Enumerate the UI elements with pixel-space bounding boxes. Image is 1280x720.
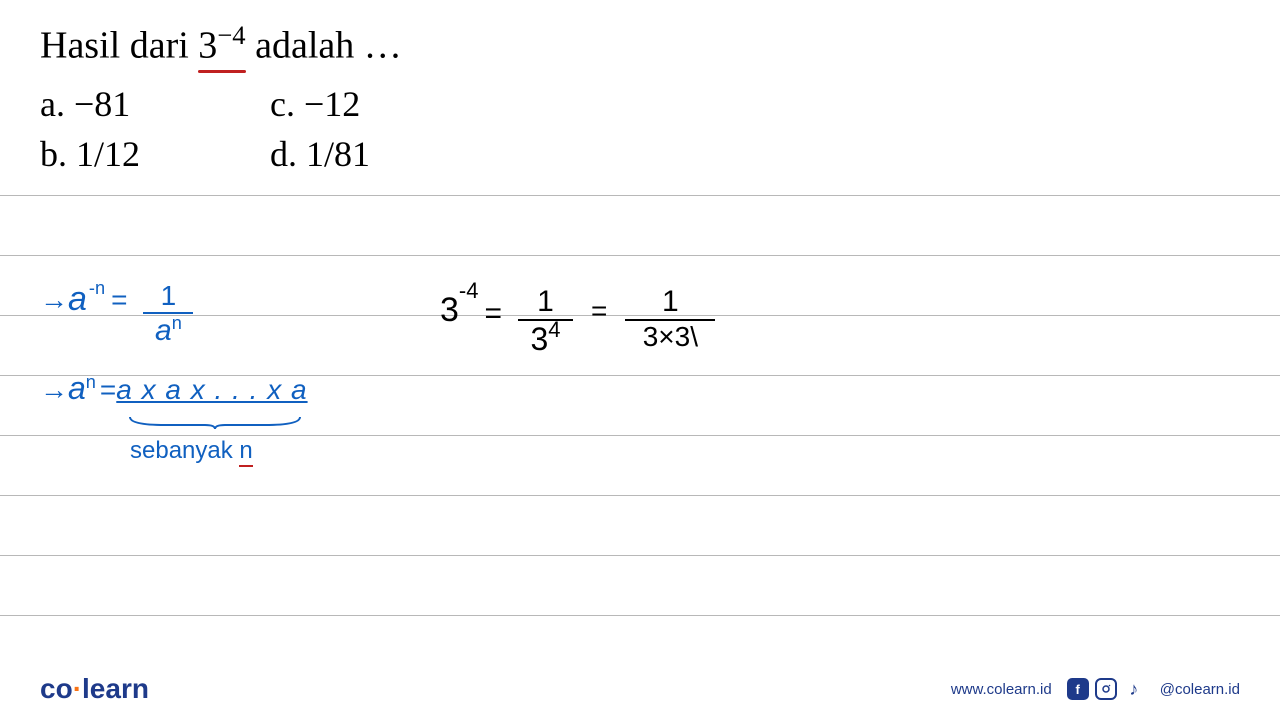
tiktok-icon[interactable]: ♪ [1123,678,1145,700]
paper-line [0,255,1280,256]
f1-base: a [68,280,87,319]
f2-eq1: = [484,297,502,331]
question-exp: −4 [217,20,245,50]
website-link[interactable]: www.colearn.id [951,681,1052,698]
logo-dot-icon: · [73,673,82,704]
f3-base: a [68,370,86,407]
f2-eq2: = [591,295,607,327]
social-handle[interactable]: @colearn.id [1160,681,1240,698]
answers-grid: a. −81 b. 1/12 c. −12 d. 1/81 [40,83,1240,175]
f1-equals: = [111,284,127,316]
question-suffix: adalah … [246,25,402,67]
answer-a: a. −81 [40,83,140,125]
sebanyak-n: n [239,437,252,465]
social-icons: f ♪ [1067,678,1145,700]
arrow-icon: → [40,374,68,406]
instagram-icon[interactable] [1095,678,1117,700]
question-expression: 3−4 [198,20,245,68]
f2-exp: -4 [459,278,479,304]
logo-learn: learn [82,673,149,704]
f2-frac1-denom-exp: 4 [548,317,560,342]
question-prefix: Hasil dari [40,25,198,67]
answer-col-1: a. −81 b. 1/12 [40,83,140,175]
question-base: 3 [198,25,217,67]
question-area: Hasil dari 3−4 adalah … a. −81 b. 1/12 c… [0,0,1280,195]
f1-denom-base: a [155,314,172,347]
paper-line [0,555,1280,556]
paper-line [0,495,1280,496]
f1-exp: -n [89,278,105,299]
paper-line [0,615,1280,616]
brace-icon [125,415,305,430]
answer-col-2: c. −12 d. 1/81 [270,83,370,175]
f1-denom: an [155,314,182,348]
f2-frac1-num: 1 [537,285,554,319]
answer-d: d. 1/81 [270,133,370,175]
logo-co: co [40,673,73,704]
f2-frac1-denom: 34 [530,321,560,358]
arrow-icon: → [40,284,68,316]
brace-container [125,405,308,437]
f1-denom-exp: n [172,313,182,333]
f2-frac2-num: 1 [662,285,679,319]
sebanyak-text: sebanyak [130,437,239,464]
f3-exp: n [86,372,96,393]
question-text: Hasil dari 3−4 adalah … [40,20,1240,68]
f3-rhs: a x a x . . . x a [116,374,307,406]
f3-equals: = [100,374,116,406]
formula-exponent-definition: → a n = a x a x . . . x a sebanyak n [40,370,308,465]
logo: co·learn [40,673,149,705]
paper-line [0,195,1280,196]
f2-frac1-denom-base: 3 [530,321,548,357]
answer-b: b. 1/12 [40,133,140,175]
facebook-icon[interactable]: f [1067,678,1089,700]
f1-numerator: 1 [161,280,177,312]
sebanyak-label: sebanyak n [130,437,308,465]
answer-c: c. −12 [270,83,370,125]
footer: co·learn www.colearn.id f ♪ @colearn.id [0,673,1280,705]
footer-right: www.colearn.id f ♪ @colearn.id [951,678,1240,700]
formula-negative-exponent: → a -n = 1 an [40,280,193,348]
formula-calculation: 3 -4 = 1 34 = 1 3×3\ [440,285,725,358]
f2-base: 3 [440,291,459,330]
f2-frac2-denom: 3×3\ [643,321,698,353]
